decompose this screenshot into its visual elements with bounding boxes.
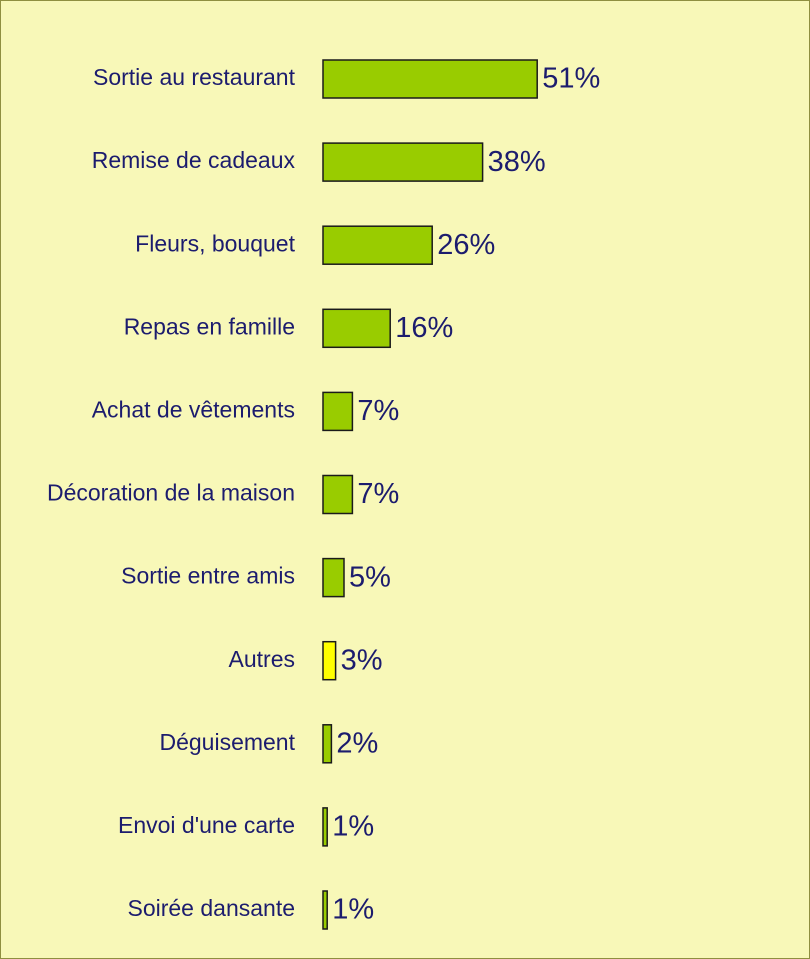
value-label: 1% <box>332 811 374 843</box>
category-label: Sortie au restaurant <box>93 64 296 90</box>
category-label: Sortie entre amis <box>121 563 295 589</box>
value-label: 2% <box>336 727 378 759</box>
value-label: 7% <box>357 395 399 427</box>
category-label: Soirée dansante <box>127 895 295 921</box>
bar <box>322 640 337 681</box>
category-label: Fleurs, bouquet <box>135 230 295 256</box>
bar <box>322 724 333 764</box>
value-label: 51% <box>542 63 600 95</box>
bar <box>322 474 354 515</box>
category-label: Déguisement <box>159 729 295 755</box>
category-label: Envoi d'une carte <box>118 812 295 838</box>
value-label: 1% <box>332 894 374 926</box>
bar <box>322 391 354 432</box>
category-label: Décoration de la maison <box>47 480 295 506</box>
bar <box>322 807 328 847</box>
bar <box>322 557 345 598</box>
value-label: 3% <box>341 644 383 676</box>
bar <box>322 59 538 99</box>
bar <box>322 225 433 265</box>
value-label: 16% <box>395 312 453 344</box>
value-label: 38% <box>488 146 546 178</box>
bar <box>322 308 391 349</box>
category-label: Remise de cadeaux <box>92 147 296 173</box>
value-label: 7% <box>357 478 399 510</box>
value-label: 26% <box>437 229 495 261</box>
bar <box>322 142 484 182</box>
category-label: Autres <box>229 646 295 672</box>
bar <box>322 890 328 930</box>
value-label: 5% <box>349 561 391 593</box>
category-label: Repas en famille <box>124 313 295 339</box>
category-label: Achat de vêtements <box>92 396 295 422</box>
